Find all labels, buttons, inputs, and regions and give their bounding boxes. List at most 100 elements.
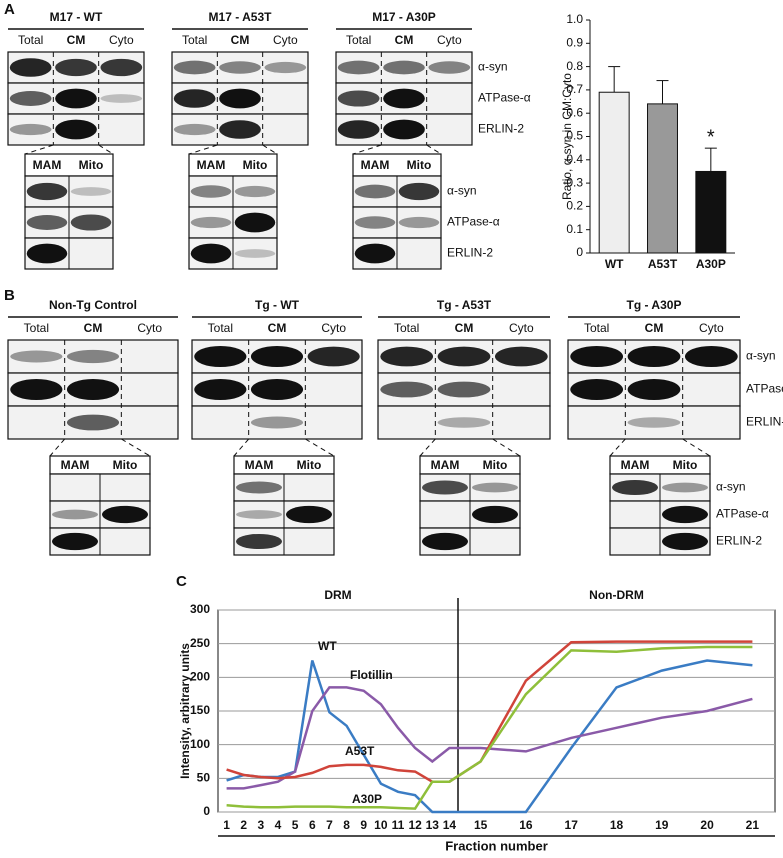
- x-tick-label: 16: [519, 818, 533, 832]
- blot-band: [472, 505, 518, 524]
- blot-band: [102, 505, 148, 524]
- lane-label: CM: [84, 321, 103, 335]
- blot-band: [236, 533, 282, 550]
- blot-band: [55, 58, 97, 77]
- sub-lane-label: MAM: [245, 458, 274, 472]
- lane-label: Total: [208, 321, 233, 335]
- blot-band: [66, 414, 120, 431]
- sub-lane-label: Mito: [297, 458, 322, 472]
- sub-lane-label: MAM: [197, 158, 226, 172]
- x-tick-label: 9: [360, 818, 367, 832]
- lane-label: Cyto: [321, 321, 346, 335]
- lane-label: Cyto: [509, 321, 534, 335]
- blot-band: [173, 60, 216, 75]
- lane-label: CM: [67, 33, 86, 47]
- blot-title: Tg - A30P: [627, 298, 682, 312]
- blot-band: [9, 58, 52, 77]
- expansion-line: [24, 144, 54, 155]
- panel-label: A: [4, 1, 15, 18]
- x-tick-label: 11: [392, 818, 405, 832]
- lane-label: Total: [24, 321, 49, 335]
- y-axis-label: Intensity, arbitrary units: [178, 643, 192, 779]
- blot-band: [219, 61, 261, 74]
- lane-label: Total: [394, 321, 419, 335]
- blot-band: [66, 378, 120, 401]
- protein-label: ATPase-α: [716, 507, 769, 521]
- y-tick-label: 0.8: [566, 59, 583, 73]
- expansion-line: [682, 438, 711, 457]
- x-tick-label: WT: [605, 257, 624, 271]
- blot-band: [662, 532, 708, 551]
- blot-band: [337, 90, 380, 107]
- series-label: A53T: [345, 744, 375, 758]
- blot-band: [234, 212, 276, 233]
- blot-band: [286, 505, 332, 524]
- blot-strip: [377, 405, 551, 440]
- blot-band: [66, 349, 120, 364]
- y-tick-label: 0.6: [566, 105, 583, 119]
- blot-title: Non-Tg Control: [49, 298, 137, 312]
- blot-band: [190, 243, 232, 264]
- lane-label: Total: [182, 33, 207, 47]
- blot-band: [354, 243, 396, 264]
- x-tick-label: 12: [408, 818, 422, 832]
- blot-band: [428, 61, 471, 74]
- blot-band: [236, 481, 282, 494]
- lane-label: Cyto: [109, 33, 134, 47]
- lane-label: CM: [645, 321, 664, 335]
- x-tick-label: 17: [565, 818, 579, 832]
- protein-label: ERLIN-2: [746, 415, 783, 429]
- blot-band: [26, 182, 68, 201]
- blot-band: [52, 509, 98, 520]
- panel-label: C: [176, 573, 187, 590]
- y-tick-label: 200: [190, 670, 210, 684]
- protein-label: ERLIN-2: [447, 246, 493, 260]
- bar: [695, 170, 727, 254]
- y-tick-label: 0: [203, 804, 210, 818]
- blot-band: [612, 479, 658, 496]
- expansion-line: [609, 438, 626, 457]
- blot-band: [662, 482, 708, 493]
- blot-band: [684, 345, 738, 368]
- blot-band: [570, 378, 624, 401]
- expansion-line: [98, 144, 114, 155]
- expansion-line: [426, 144, 442, 155]
- expansion-line: [233, 438, 250, 457]
- x-tick-label: 2: [240, 818, 247, 832]
- blot-band: [26, 243, 68, 264]
- blot-band: [250, 416, 304, 429]
- lane-label: Cyto: [437, 33, 462, 47]
- y-tick-label: 150: [190, 703, 210, 717]
- blot-band: [307, 346, 360, 367]
- blot-band: [570, 345, 624, 368]
- x-tick-label: 8: [343, 818, 350, 832]
- blot-band: [26, 215, 68, 230]
- blot-band: [236, 510, 282, 519]
- y-tick-label: 0.1: [566, 222, 583, 236]
- x-tick-label: 15: [474, 818, 488, 832]
- blot-band: [380, 381, 434, 398]
- blot-band: [662, 505, 708, 524]
- y-tick-label: 100: [190, 737, 210, 751]
- x-tick-label: 1: [223, 818, 230, 832]
- x-tick-label: 21: [746, 818, 760, 832]
- expansion-line: [188, 144, 218, 155]
- x-tick-label: 7: [326, 818, 333, 832]
- protein-label: ERLIN-2: [478, 122, 524, 136]
- expansion-line: [49, 438, 66, 457]
- sub-lane-label: Mito: [673, 458, 698, 472]
- data-line: [226, 659, 753, 814]
- expansion-line: [492, 438, 521, 457]
- lane-label: Cyto: [137, 321, 162, 335]
- blot-band: [250, 345, 304, 368]
- blot-title: M17 - WT: [50, 10, 103, 24]
- x-tick-label: 4: [275, 818, 282, 832]
- sub-lane-label: Mito: [79, 158, 104, 172]
- y-tick-label: 0.2: [566, 199, 583, 213]
- blot-band: [234, 185, 276, 198]
- blot-band: [10, 350, 63, 363]
- significance-mark: *: [707, 126, 715, 148]
- sub-lane-label: Mito: [243, 158, 268, 172]
- protein-label: ATPase-α: [746, 382, 783, 396]
